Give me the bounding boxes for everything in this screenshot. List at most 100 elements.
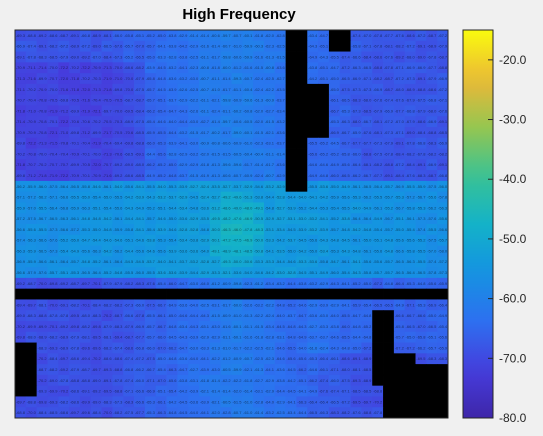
heatmap-cell xyxy=(47,62,59,74)
cell-value-label: -63.9 xyxy=(189,335,199,340)
cell-value-label: -68.8 xyxy=(37,313,47,318)
cell-value-label: -64.9 xyxy=(146,173,156,178)
cell-value-label: -65.9 xyxy=(438,281,448,286)
cell-value-label: -68.6 xyxy=(102,356,112,361)
cell-value-label: -67.0 xyxy=(157,345,167,350)
heatmap-cell xyxy=(285,234,297,246)
cell-value-label: -64.8 xyxy=(362,313,372,318)
cell-value-label: -59.9 xyxy=(243,54,253,59)
heatmap-cell xyxy=(263,159,276,171)
heatmap-cell xyxy=(339,159,351,171)
cell-value-label: -55.0 xyxy=(395,227,405,232)
heatmap-cell xyxy=(209,62,222,74)
cell-value-label: -49.1 xyxy=(211,248,221,253)
cell-value-label: -63.0 xyxy=(211,367,221,372)
cell-value-label: -53.1 xyxy=(265,227,275,232)
cell-value-label: -61.0 xyxy=(232,313,242,318)
cell-value-label: -48.2 xyxy=(222,216,232,221)
cell-value-label: -68.8 xyxy=(384,162,394,167)
heatmap-cell xyxy=(296,105,308,117)
cell-value-label: -71.5 xyxy=(48,141,58,146)
cell-value-label: -66.9 xyxy=(438,76,448,81)
heatmap-cell xyxy=(415,62,427,74)
heatmap-cell xyxy=(285,396,297,408)
cell-value-label: -67.3 xyxy=(373,141,383,146)
heatmap-cell xyxy=(177,202,189,214)
heatmap-cell xyxy=(15,62,27,74)
cell-value-label: -68.6 xyxy=(427,87,437,92)
heatmap-cell xyxy=(263,127,276,139)
heatmap-cell xyxy=(220,116,232,128)
cell-value-label: -55.2 xyxy=(330,216,340,221)
heatmap-cell xyxy=(404,407,416,419)
cell-value-label: -54.6 xyxy=(254,270,264,275)
heatmap-cell xyxy=(199,310,211,322)
cell-value-label: -65.1 xyxy=(427,335,437,340)
heatmap-cell xyxy=(144,170,157,182)
heatmap-cell xyxy=(166,267,178,279)
cell-value-label: -55.5 xyxy=(373,195,383,200)
heatmap-cell xyxy=(177,40,189,52)
heatmap-cell xyxy=(47,105,59,117)
heatmap-cell xyxy=(426,310,438,322)
heatmap-cell xyxy=(69,30,81,42)
heatmap-cell xyxy=(361,267,373,279)
heatmap-cell xyxy=(123,331,135,343)
heatmap-cell xyxy=(404,148,416,160)
heatmap-cell xyxy=(253,191,265,203)
heatmap-cell xyxy=(90,116,102,128)
heatmap-cell xyxy=(155,267,167,279)
cell-value-label: -69.7 xyxy=(362,399,372,404)
heatmap-cell xyxy=(274,51,287,63)
heatmap-cell xyxy=(112,105,124,117)
heatmap-cell xyxy=(263,51,276,63)
heatmap-cell xyxy=(188,213,200,225)
cell-value-label: -53.9 xyxy=(157,227,167,232)
heatmap-cell xyxy=(253,202,265,214)
heatmap-cell xyxy=(199,245,211,257)
heatmap-cell xyxy=(231,73,243,85)
heatmap-cell xyxy=(231,180,243,193)
heatmap-cell xyxy=(426,364,438,376)
heatmap-cell xyxy=(328,51,341,63)
heatmap-cell xyxy=(383,51,395,63)
heatmap-cell xyxy=(318,202,330,214)
cell-value-label: -60.0 xyxy=(222,65,232,70)
cell-value-label: -66.3 xyxy=(167,367,177,372)
cell-value-label: -61.1 xyxy=(222,108,232,113)
cell-value-label: -55.6 xyxy=(362,259,372,264)
cell-value-label: -63.4 xyxy=(265,324,275,329)
cell-value-label: -60.9 xyxy=(222,281,232,286)
cell-value-label: -64.7 xyxy=(178,281,188,286)
heatmap-cell xyxy=(188,331,200,343)
heatmap-cell xyxy=(199,374,211,387)
heatmap-cell xyxy=(112,364,124,376)
cell-value-label: -62.0 xyxy=(254,108,264,113)
heatmap-cell xyxy=(437,234,449,246)
heatmap-cell xyxy=(177,299,189,311)
cell-value-label: -60.5 xyxy=(222,399,232,404)
heatmap-cell xyxy=(166,224,178,236)
heatmap-cell xyxy=(220,267,232,279)
heatmap-cell xyxy=(101,73,113,85)
heatmap-cell xyxy=(372,51,384,63)
cell-value-label: -60.7 xyxy=(232,33,242,38)
cell-value-label: -55.5 xyxy=(416,259,426,264)
heatmap-cell xyxy=(144,83,157,96)
cell-value-label: -50.8 xyxy=(254,248,264,253)
heatmap-cell xyxy=(101,267,113,279)
cell-value-label: -68.4 xyxy=(395,173,405,178)
heatmap-cell xyxy=(209,331,222,343)
heatmap-cell xyxy=(274,234,287,246)
heatmap-cell xyxy=(112,159,124,171)
heatmap-cell xyxy=(177,127,189,139)
heatmap-cell xyxy=(79,202,92,214)
cell-value-label: -61.5 xyxy=(276,54,286,59)
cell-value-label: -68.6 xyxy=(48,33,58,38)
heatmap-cell xyxy=(350,148,362,160)
cell-value-label: -65.0 xyxy=(157,356,167,361)
cell-value-label: -57.1 xyxy=(16,195,26,200)
cell-value-label: -54.2 xyxy=(297,248,307,253)
heatmap-cell xyxy=(274,105,287,117)
heatmap-cell xyxy=(90,83,102,96)
